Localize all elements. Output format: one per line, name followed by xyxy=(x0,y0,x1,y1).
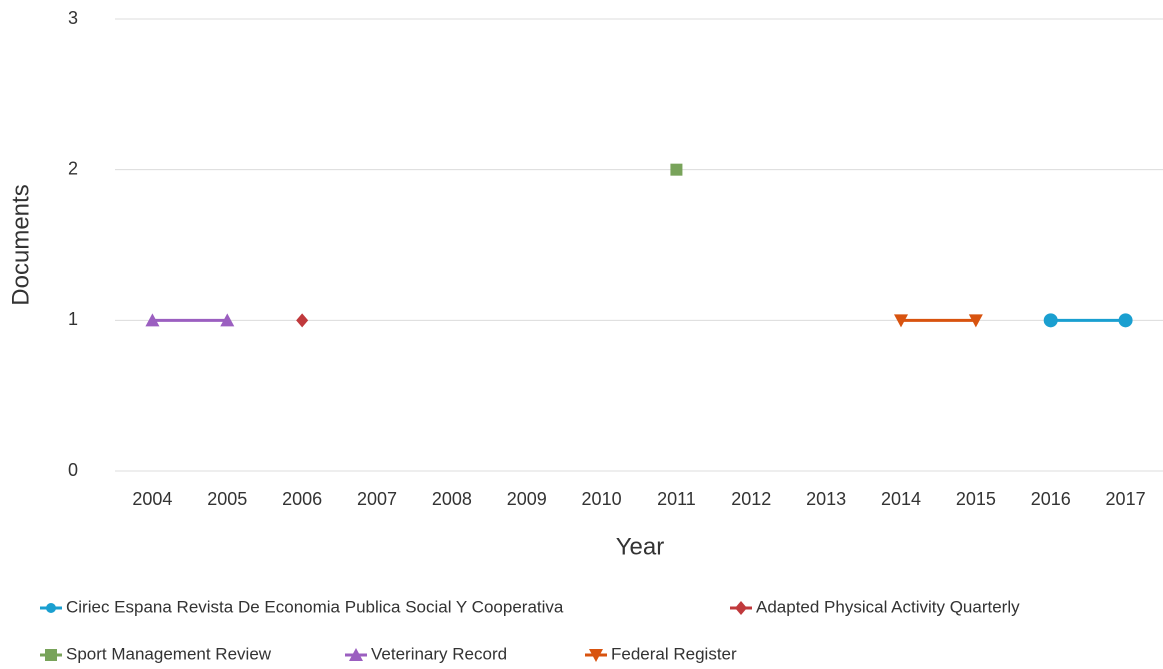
legend-text: Adapted Physical Activity Quarterly xyxy=(756,597,1020,616)
y-tick-label: 0 xyxy=(68,460,78,480)
x-tick-label: 2009 xyxy=(507,489,547,509)
x-tick-label: 2008 xyxy=(432,489,472,509)
legend-text: Sport Management Review xyxy=(66,644,272,663)
x-tick-label: 2006 xyxy=(282,489,322,509)
marker xyxy=(968,314,983,328)
marker xyxy=(1118,313,1133,328)
y-tick-label: 1 xyxy=(68,309,78,329)
x-tick-label: 2014 xyxy=(881,489,921,509)
legend-text: Ciriec Espana Revista De Economia Public… xyxy=(66,597,564,616)
marker xyxy=(894,314,908,328)
legend-marker xyxy=(45,649,57,661)
y-tick-label: 2 xyxy=(68,158,78,178)
marker xyxy=(670,163,683,176)
x-tick-label: 2007 xyxy=(357,489,397,509)
marker xyxy=(296,313,309,328)
marker xyxy=(1043,313,1058,328)
x-tick-label: 2004 xyxy=(132,489,172,509)
x-tick-label: 2012 xyxy=(731,489,771,509)
x-tick-label: 2015 xyxy=(956,489,996,509)
x-tick-label: 2016 xyxy=(1031,489,1071,509)
x-tick-label: 2005 xyxy=(207,489,247,509)
y-tick-label: 3 xyxy=(68,8,78,28)
marker xyxy=(145,313,160,327)
legend-marker xyxy=(349,648,363,661)
y-axis-title: Documents xyxy=(7,184,34,305)
legend-marker xyxy=(735,601,747,615)
legend-text: Federal Register xyxy=(611,644,737,663)
marker xyxy=(220,313,235,327)
legend-marker xyxy=(589,649,603,662)
x-axis-title: Year xyxy=(616,533,665,560)
legend-text: Veterinary Record xyxy=(371,644,507,663)
x-tick-label: 2013 xyxy=(806,489,846,509)
x-tick-label: 2010 xyxy=(582,489,622,509)
legend-marker xyxy=(46,603,56,613)
x-tick-label: 2017 xyxy=(1106,489,1146,509)
x-tick-label: 2011 xyxy=(657,489,696,509)
